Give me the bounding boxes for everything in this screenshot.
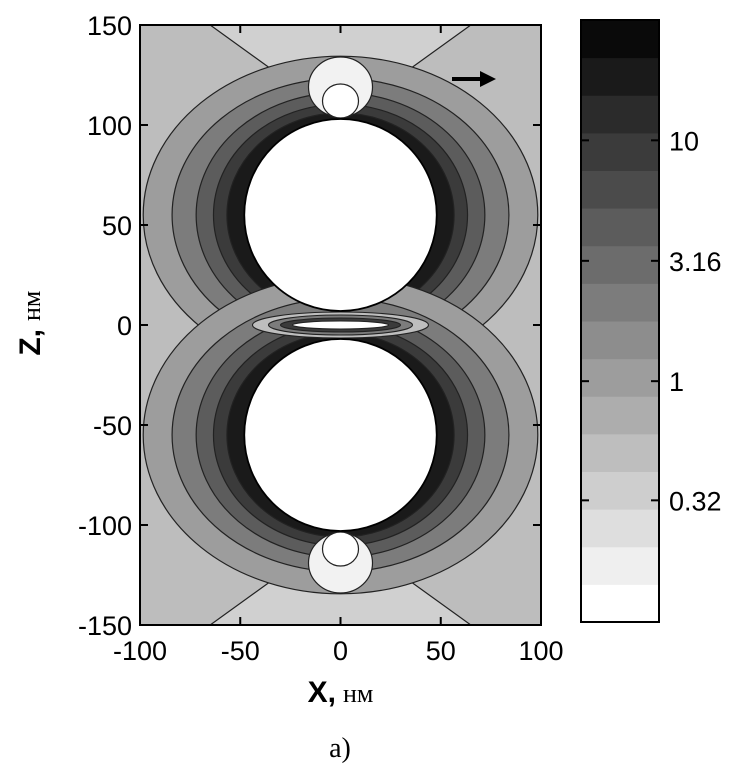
colorbar-segment bbox=[581, 546, 659, 585]
gap-contour-3 bbox=[291, 320, 390, 330]
colorbar-segment bbox=[581, 132, 659, 171]
colorbar-segment bbox=[581, 20, 659, 59]
y-tick-label: 100 bbox=[87, 111, 132, 141]
x-tick-label: -100 bbox=[113, 636, 167, 666]
colorbar-segment bbox=[581, 57, 659, 96]
y-tick-label: 150 bbox=[87, 11, 132, 41]
y-tick-label: 50 bbox=[102, 211, 132, 241]
colorbar-segment bbox=[581, 433, 659, 472]
x-axis-title: X, bbox=[308, 676, 336, 709]
pole-lobe-inner-0 bbox=[321, 83, 360, 119]
sphere-0 bbox=[243, 118, 438, 312]
figure-caption: a) bbox=[329, 733, 351, 764]
x-axis-unit: нм bbox=[343, 679, 373, 708]
y-tick-label: -50 bbox=[93, 411, 132, 441]
colorbar-tick-label: 10 bbox=[669, 126, 699, 156]
colorbar-segment bbox=[581, 95, 659, 134]
contour-plot bbox=[140, 25, 541, 625]
y-tick-label: -150 bbox=[78, 611, 132, 641]
x-tick-label: 50 bbox=[426, 636, 456, 666]
colorbar-segment bbox=[581, 509, 659, 548]
colorbar-tick-label: 1 bbox=[669, 367, 684, 397]
colorbar-segment bbox=[581, 208, 659, 247]
colorbar-segment bbox=[581, 396, 659, 435]
colorbar-tick-label: 3.16 bbox=[669, 247, 722, 277]
colorbar-segment bbox=[581, 283, 659, 322]
y-axis-title: Z, bbox=[14, 329, 47, 356]
sphere-1 bbox=[243, 338, 438, 532]
y-tick-label: 0 bbox=[117, 311, 132, 341]
colorbar: 0.32 1 3.16 10 bbox=[580, 19, 722, 623]
colorbar-segment bbox=[581, 584, 659, 623]
y-axis-unit: нм bbox=[17, 291, 46, 321]
colorbar-segment bbox=[581, 358, 659, 397]
x-tick-label: 0 bbox=[333, 636, 348, 666]
colorbar-segment bbox=[581, 321, 659, 360]
y-tick-label: -100 bbox=[78, 511, 132, 541]
colorbar-segment bbox=[581, 245, 659, 284]
pole-lobe-inner-1 bbox=[321, 531, 360, 567]
colorbar-tick-label: 0.32 bbox=[669, 486, 722, 516]
x-tick-label: -50 bbox=[221, 636, 260, 666]
colorbar-frame bbox=[580, 19, 660, 623]
polarization-arrow bbox=[452, 71, 496, 87]
colorbar-segment bbox=[581, 170, 659, 209]
x-tick-label: 100 bbox=[518, 636, 563, 666]
colorbar-segment bbox=[581, 471, 659, 510]
